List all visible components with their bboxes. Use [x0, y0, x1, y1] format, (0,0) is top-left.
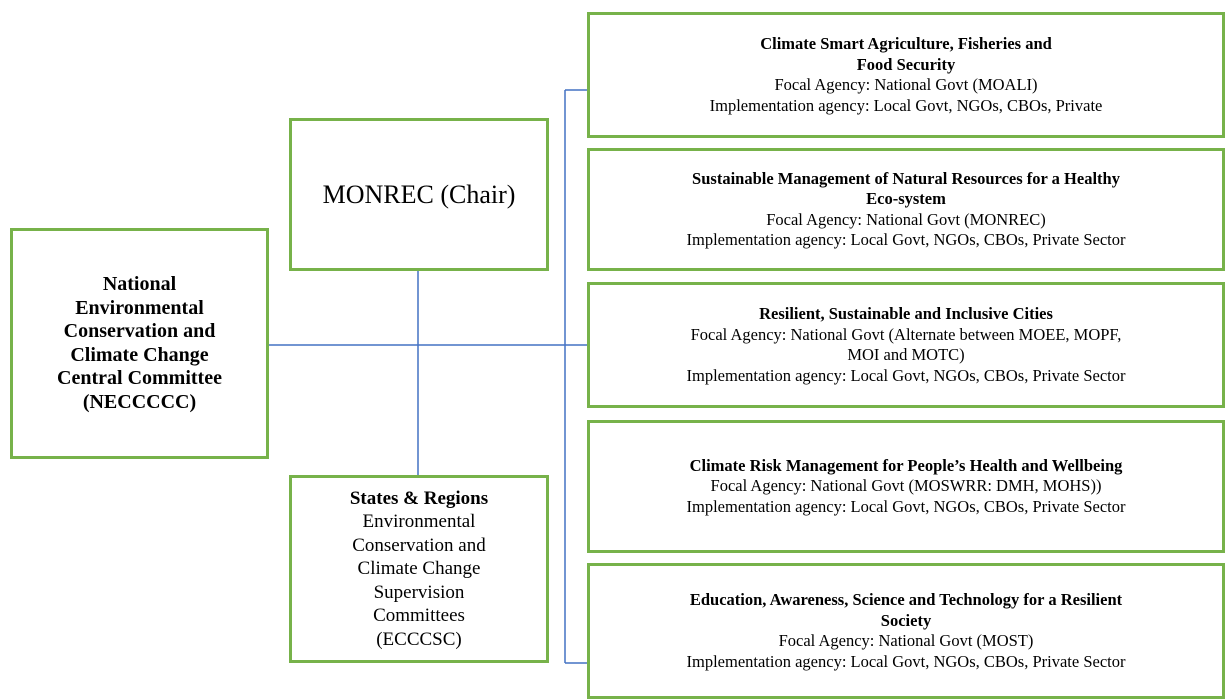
group-focal: Focal Agency: National Govt (MONREC) — [766, 209, 1046, 229]
group-title: Climate Smart Agriculture, Fisheries and — [760, 34, 1052, 53]
group-focal: Focal Agency: National Govt (Alternate b… — [690, 324, 1122, 344]
group-focal: Focal Agency: National Govt (MOST) — [778, 631, 1034, 650]
group-implementation: Implementation agency: Local Govt, NGOs,… — [686, 230, 1126, 249]
group-title: Climate Risk Management for People’s Hea… — [689, 455, 1123, 475]
states-box: States & Regions Environmental Conservatio… — [289, 475, 549, 663]
group-implementation: Implementation agency: Local Govt, NGOs,… — [686, 651, 1126, 671]
committee-line: National — [102, 273, 177, 295]
group-implementation: Implementation agency: Local Govt, NGOs,… — [686, 496, 1126, 516]
group-focal: Focal Agency: National Govt (MOSWRR: DMH… — [710, 476, 1102, 496]
group-title: Society — [880, 610, 932, 630]
states-line: (ECCCSC) — [376, 628, 462, 650]
committee-box: National Environmental Conservation and Cli… — [10, 228, 269, 459]
group-box: Resilient, Sustainable and Inclusive Cit… — [587, 282, 1225, 408]
committee-line: Climate Change — [70, 343, 209, 366]
committee-line: Conservation and — [63, 320, 216, 342]
states-line: Conservation and — [352, 534, 486, 556]
group-title: Education, Awareness, Science and Techno… — [689, 590, 1123, 609]
states-line: Supervision — [373, 581, 465, 603]
states-title: States & Regions — [349, 487, 489, 509]
group-title: Resilient, Sustainable and Inclusive Cit… — [759, 304, 1053, 323]
states-line: Committees — [373, 605, 465, 627]
committee-line: Central Committee — [57, 367, 222, 389]
states-line: Climate Change — [357, 558, 481, 580]
group-implementation: Implementation agency: Local Govt, NGOs,… — [709, 95, 1103, 115]
committee-line: (NECCCCC) — [82, 390, 197, 413]
committee-line: Environmental — [75, 296, 204, 319]
group-box: Climate Risk Management for People’s Hea… — [587, 420, 1225, 553]
group-title: Sustainable Management of Natural Resour… — [692, 168, 1120, 188]
group-box: Education, Awareness, Science and Techno… — [587, 563, 1225, 699]
group-title: Eco-system — [866, 189, 946, 208]
group-box: Sustainable Management of Natural Resour… — [587, 148, 1225, 271]
chair-label: MONREC (Chair) — [322, 179, 516, 209]
group-focal: MOI and MOTC) — [847, 345, 965, 364]
group-box: Climate Smart Agriculture, Fisheries and… — [587, 12, 1225, 138]
chair-box: MONREC (Chair) — [289, 118, 549, 271]
states-line: Environmental — [362, 511, 476, 533]
group-focal: Focal Agency: National Govt (MOALI) — [774, 75, 1038, 94]
group-title: Food Security — [856, 54, 956, 74]
group-implementation: Implementation agency: Local Govt, NGOs,… — [686, 365, 1126, 385]
